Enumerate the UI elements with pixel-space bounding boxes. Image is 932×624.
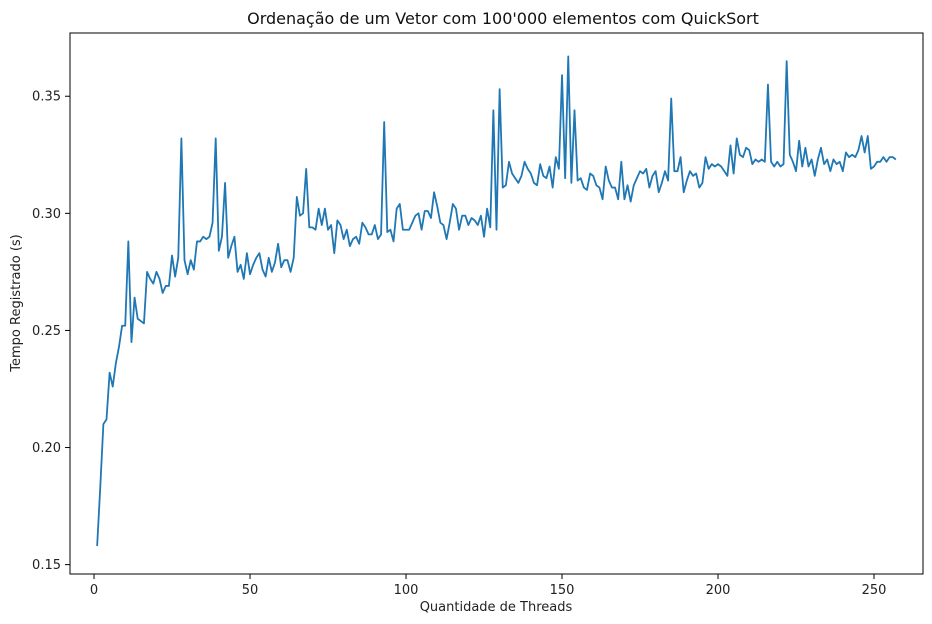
y-tick-label: 0.35	[32, 90, 61, 105]
y-tick-label: 0.25	[32, 324, 61, 339]
x-axis: 0 50 100 150 200 250	[90, 574, 887, 598]
x-tick-label: 0	[90, 583, 98, 598]
chart-title: Ordenação de um Vetor com 100'000 elemen…	[247, 9, 759, 28]
plot-frame	[69, 32, 924, 575]
x-axis-label: Quantidade de Threads	[420, 600, 573, 615]
y-tick-label: 0.30	[32, 207, 61, 222]
y-tick-label: 0.20	[32, 441, 61, 456]
plot-area	[96, 55, 897, 546]
y-axis: 0.15 0.20 0.25 0.30 0.35	[32, 90, 70, 573]
x-tick-label: 50	[242, 583, 259, 598]
x-tick-label: 200	[706, 583, 731, 598]
y-axis-label: Tempo Registrado (s)	[9, 234, 24, 372]
x-tick-label: 150	[550, 583, 575, 598]
x-tick-label: 100	[394, 583, 419, 598]
y-tick-label: 0.15	[32, 558, 61, 573]
x-tick-label: 250	[862, 583, 887, 598]
series-line-0	[96, 55, 897, 546]
